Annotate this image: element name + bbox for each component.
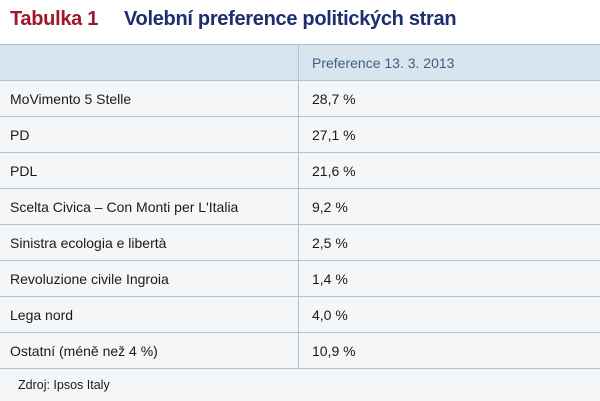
column-divider: [298, 81, 299, 116]
preference-value-cell: 28,7 %: [312, 90, 356, 107]
party-name-cell: Lega nord: [10, 306, 74, 323]
preference-value-cell: 27,1 %: [312, 126, 356, 143]
preference-value-cell: 4,0 %: [312, 306, 348, 323]
table-title: Volební preference politických stran: [124, 8, 457, 30]
column-divider: [298, 117, 299, 152]
party-name-cell: Ostatní (méně než 4 %): [10, 342, 158, 359]
table-header-row: Preference 13. 3. 2013: [0, 44, 600, 81]
source-note: Zdroj: Ipsos Italy: [18, 378, 110, 392]
table-number-label: Tabulka 1: [10, 8, 99, 30]
preference-value-cell: 21,6 %: [312, 162, 356, 179]
table-title-bar: Tabulka 1 Volební preference politických…: [0, 0, 600, 44]
table-row: Revoluzione civile Ingroia 1,4 %: [0, 261, 600, 297]
table-row: PDL 21,6 %: [0, 153, 600, 189]
preference-value-cell: 1,4 %: [312, 270, 348, 287]
column-divider: [298, 297, 299, 332]
column-divider: [298, 45, 299, 80]
party-name-cell: PD: [10, 126, 30, 143]
column-divider: [298, 333, 299, 368]
party-name-cell: Revoluzione civile Ingroia: [10, 270, 169, 287]
table-row: Ostatní (méně než 4 %) 10,9 %: [0, 333, 600, 369]
preference-value-cell: 9,2 %: [312, 198, 348, 215]
header-cell-preference: Preference 13. 3. 2013: [312, 54, 455, 71]
table-row: Sinistra ecologia e libertà 2,5 %: [0, 225, 600, 261]
preference-value-cell: 10,9 %: [312, 342, 356, 359]
party-name-cell: Sinistra ecologia e libertà: [10, 234, 167, 251]
table-row: MoVimento 5 Stelle 28,7 %: [0, 81, 600, 117]
table-row: Scelta Civica – Con Monti per L'Italia 9…: [0, 189, 600, 225]
table-row: Lega nord 4,0 %: [0, 297, 600, 333]
table-row: PD 27,1 %: [0, 117, 600, 153]
party-name-cell: MoVimento 5 Stelle: [10, 90, 132, 107]
party-name-cell: PDL: [10, 162, 38, 179]
column-divider: [298, 153, 299, 188]
column-divider: [298, 225, 299, 260]
column-divider: [298, 261, 299, 296]
column-divider: [298, 189, 299, 224]
preferences-table: Preference 13. 3. 2013 MoVimento 5 Stell…: [0, 44, 600, 369]
preference-value-cell: 2,5 %: [312, 234, 348, 251]
party-name-cell: Scelta Civica – Con Monti per L'Italia: [10, 198, 239, 215]
